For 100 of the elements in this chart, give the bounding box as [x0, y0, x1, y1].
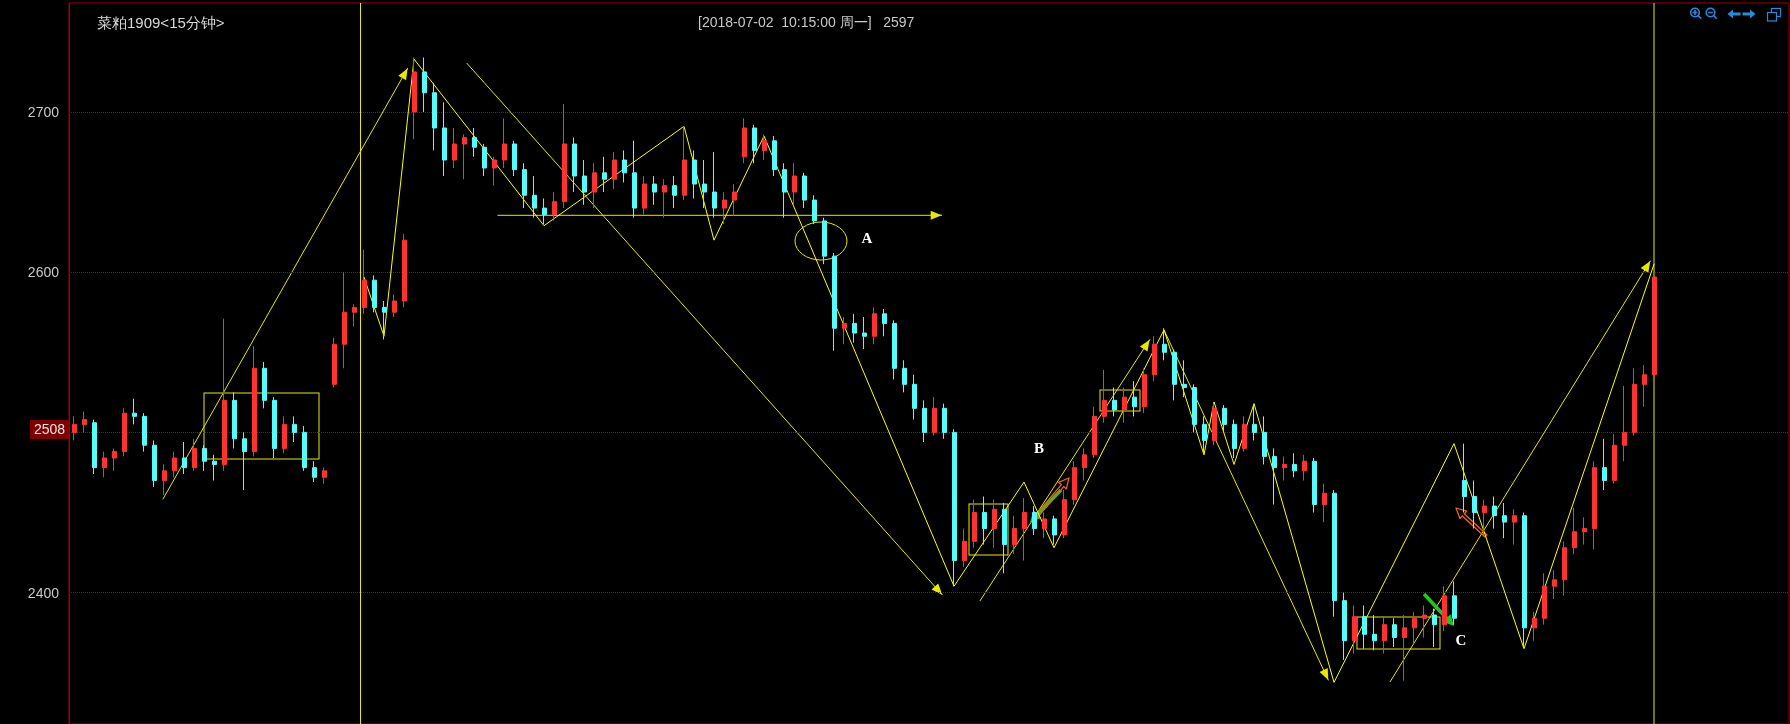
candlestick: [162, 463, 167, 496]
candlestick: [1142, 367, 1147, 414]
candlestick: [1112, 387, 1117, 417]
candlestick: [1432, 608, 1437, 648]
candlestick: [1162, 327, 1167, 361]
candlestick: [1572, 507, 1577, 555]
annotation: C: [1454, 631, 1468, 650]
candlestick: [72, 415, 77, 441]
candlestick: [1322, 483, 1327, 523]
candlestick: [1382, 616, 1387, 654]
candlestick: [1372, 614, 1377, 651]
candlestick: [82, 411, 87, 433]
candlestick: [1262, 415, 1267, 465]
candlestick: [152, 439, 157, 488]
candlestick: [602, 156, 607, 193]
candlestick: [1442, 585, 1447, 632]
candlestick: [922, 399, 927, 443]
candlestick: [1592, 460, 1597, 550]
candlestick: [1332, 489, 1337, 618]
candlestick: [352, 303, 357, 328]
candlestick: [1272, 447, 1277, 505]
y-tick-label: 2700: [27, 103, 60, 120]
candlestick: [1612, 433, 1617, 485]
candlestick: [1282, 455, 1287, 481]
candlestick: [312, 460, 317, 483]
candlestick: [1402, 614, 1407, 682]
candlestick: [1072, 460, 1077, 505]
candlestick: [1352, 604, 1357, 654]
candlestick: [1582, 516, 1587, 546]
candlestick: [642, 175, 647, 215]
candlestick: [282, 415, 287, 454]
candlestick: [992, 499, 997, 549]
candlestick: [1012, 515, 1017, 555]
candlestick: [1122, 387, 1127, 424]
candlestick: [222, 318, 227, 472]
candlestick: [122, 407, 127, 457]
candlestick: [1482, 499, 1487, 536]
candlestick: [552, 191, 557, 222]
candlestick: [1542, 572, 1547, 626]
candlestick: [1092, 406, 1097, 459]
candlestick: [112, 447, 117, 472]
candlestick: [1622, 385, 1627, 462]
candlestick: [1032, 505, 1037, 536]
candlestick: [342, 271, 347, 369]
candlestick: [1422, 604, 1427, 638]
candlestick: [232, 391, 237, 449]
candlestick: [542, 197, 547, 225]
candlestick: [472, 127, 477, 158]
candlestick: [792, 162, 797, 206]
candlestick: [132, 398, 137, 425]
candlestick: [302, 425, 307, 472]
candlestick: [1232, 419, 1237, 459]
candlestick: [1642, 364, 1647, 408]
candlestick: [482, 143, 487, 177]
candlestick: [1052, 515, 1057, 546]
y-tick-label: 2400: [27, 584, 60, 601]
candlestick: [912, 374, 917, 421]
candlestick: [372, 274, 377, 313]
candlestick: [1002, 502, 1007, 574]
text: 菜粕1909<15分钟>: [97, 13, 225, 33]
candlestick: [92, 419, 97, 475]
candlestick: [692, 149, 697, 199]
candlestick: [632, 140, 637, 219]
candlestick: [882, 308, 887, 337]
candlestick: [842, 316, 847, 345]
candlestick: [212, 454, 217, 481]
annotation: A: [860, 229, 874, 248]
candlestick: [332, 337, 337, 389]
candlestick: [252, 345, 257, 457]
candlestick: [592, 162, 597, 209]
candlestick: [442, 101, 447, 177]
candlestick: [492, 156, 497, 187]
candlestick: [862, 316, 867, 350]
candlestick: [1022, 497, 1027, 562]
candlestick: [402, 233, 407, 308]
candlestick: [502, 117, 507, 169]
candlestick: [872, 306, 877, 345]
candlestick: [1082, 447, 1087, 481]
candlestick: [662, 178, 667, 219]
candlestick: [772, 135, 777, 177]
candlestick: [512, 140, 517, 177]
candlestick: [292, 415, 297, 443]
candlestick: [1362, 604, 1367, 650]
candlestick: [1062, 489, 1067, 539]
candlestick: [1532, 611, 1537, 642]
candlestick: [702, 159, 707, 209]
candlestick: [1222, 404, 1227, 433]
candlestick: [192, 438, 197, 472]
candlestick: [942, 403, 947, 440]
candlestick: [1102, 369, 1107, 424]
candlestick: [622, 149, 627, 183]
candlestick: [802, 172, 807, 209]
candlestick: [1172, 348, 1177, 401]
candlestick: [172, 451, 177, 478]
candlestick: [102, 451, 107, 478]
candlestick: [1302, 454, 1307, 481]
candlestick: [272, 396, 277, 459]
candlestick: [182, 441, 187, 475]
candlestick: [1392, 617, 1397, 648]
candlestick: [432, 82, 437, 151]
